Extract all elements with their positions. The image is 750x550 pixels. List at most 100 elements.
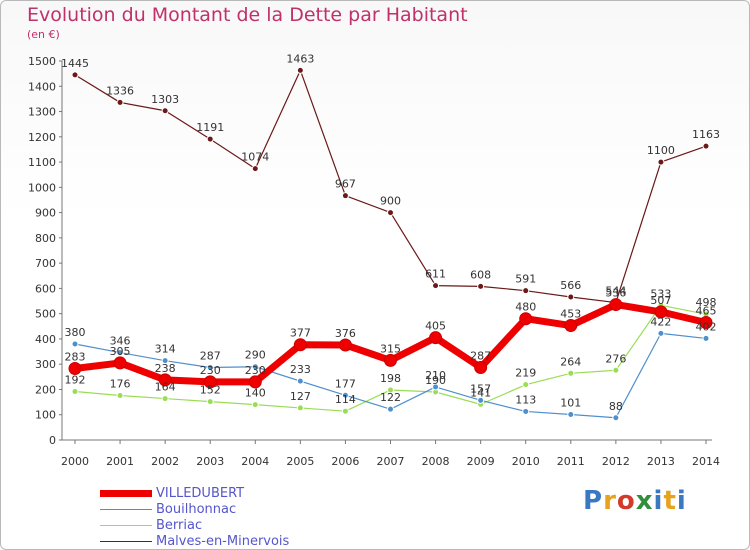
y-tick-label: 1300 — [28, 106, 56, 119]
point-malves-en-minervois — [71, 71, 79, 79]
point-bouilhonnac — [657, 329, 665, 337]
data-label-bouilhonnac: 287 — [200, 349, 221, 362]
point-villedubert — [474, 360, 488, 374]
y-tick-label: 300 — [35, 358, 56, 371]
data-label-berriac: 141 — [470, 386, 491, 399]
point-villedubert — [384, 353, 397, 367]
x-tick-label: 2009 — [467, 455, 495, 468]
point-berriac — [612, 366, 620, 374]
legend-label-bouilhonnac: Bouilhonnac — [156, 502, 237, 517]
data-label-bouilhonnac: 346 — [110, 335, 131, 348]
point-malves-en-minervois — [116, 98, 124, 106]
point-berriac — [116, 392, 124, 400]
data-label-villedubert: 405 — [425, 320, 446, 333]
y-tick-label: 800 — [35, 232, 56, 245]
data-label-malves-en-minervois: 967 — [335, 178, 356, 191]
point-malves-en-minervois — [296, 66, 304, 74]
data-label-villedubert: 377 — [290, 327, 311, 340]
legend-swatch-berriac — [100, 525, 152, 526]
data-label-berriac: 219 — [515, 367, 536, 380]
point-bouilhonnac — [387, 405, 394, 413]
point-bouilhonnac — [161, 357, 169, 365]
data-label-malves-en-minervois: 611 — [425, 268, 446, 281]
x-tick-label: 2012 — [602, 455, 630, 468]
data-label-villedubert: 376 — [335, 327, 356, 340]
data-label-villedubert: 453 — [560, 308, 581, 321]
y-tick-label: 1200 — [28, 131, 56, 144]
legend: VILLEDUBERT Bouilhonnac Berriac Malves-e… — [100, 486, 360, 550]
data-label-villedubert: 315 — [380, 342, 401, 355]
legend-item-berriac: Berriac — [100, 518, 360, 534]
data-label-bouilhonnac: 380 — [65, 326, 86, 339]
unit-label: (en €) — [27, 28, 60, 41]
point-villedubert — [158, 373, 172, 387]
chart-title: Evolution du Montant de la Dette par Hab… — [27, 4, 468, 26]
data-label-bouilhonnac: 88 — [609, 400, 623, 413]
x-tick-label: 2006 — [331, 455, 359, 468]
legend-label-berriac: Berriac — [156, 518, 203, 533]
data-label-villedubert: 305 — [110, 345, 131, 358]
legend-item-villedubert: VILLEDUBERT — [100, 486, 360, 502]
data-label-berriac: 264 — [560, 355, 581, 368]
data-label-berriac: 127 — [290, 390, 311, 403]
data-label-villedubert: 287 — [470, 349, 491, 362]
point-bouilhonnac — [477, 396, 485, 404]
y-tick-label: 1100 — [28, 156, 56, 169]
point-villedubert — [699, 316, 713, 330]
data-label-malves-en-minervois: 1100 — [647, 144, 675, 157]
point-berriac — [161, 395, 169, 403]
data-label-malves-en-minervois: 1074 — [241, 151, 269, 164]
point-malves-en-minervois — [161, 107, 169, 115]
point-villedubert — [654, 305, 668, 319]
point-bouilhonnac — [702, 334, 710, 342]
legend-item-bouilhonnac: Bouilhonnac — [100, 502, 360, 518]
x-tick-label: 2002 — [151, 455, 179, 468]
x-tick-label: 2005 — [286, 455, 314, 468]
data-label-berriac: 152 — [200, 384, 221, 397]
point-villedubert — [519, 312, 533, 326]
data-label-bouilhonnac: 422 — [650, 315, 671, 328]
y-tick-label: 200 — [35, 383, 56, 396]
data-label-villedubert: 283 — [65, 350, 86, 363]
point-berriac — [341, 407, 349, 415]
data-label-bouilhonnac: 233 — [290, 363, 311, 376]
y-tick-label: 100 — [35, 409, 56, 422]
point-malves-en-minervois — [657, 158, 665, 166]
point-berriac — [567, 369, 575, 377]
data-label-malves-en-minervois: 1303 — [151, 93, 179, 106]
legend-swatch-villedubert — [100, 490, 152, 497]
point-malves-en-minervois — [251, 165, 259, 173]
data-label-villedubert: 238 — [155, 362, 176, 375]
point-malves-en-minervois — [477, 282, 485, 290]
point-villedubert — [338, 338, 352, 352]
x-tick-label: 2011 — [557, 455, 585, 468]
data-label-malves-en-minervois: 1463 — [286, 52, 314, 65]
point-villedubert — [68, 361, 82, 375]
legend-label-villedubert: VILLEDUBERT — [156, 486, 245, 501]
data-label-berriac: 192 — [65, 373, 86, 386]
point-bouilhonnac — [612, 414, 620, 422]
data-label-malves-en-minervois: 1191 — [196, 121, 224, 134]
data-labels: 1445 1336 1303 1191 1074 1463 967 900 611 608 591 5… — [61, 52, 720, 412]
point-berriac — [206, 398, 214, 406]
x-tick-label: 2014 — [692, 455, 720, 468]
point-berriac — [522, 381, 530, 389]
x-tick-label: 2008 — [422, 455, 450, 468]
data-label-berriac: 114 — [335, 393, 356, 406]
legend-swatch-bouilhonnac — [100, 509, 152, 510]
data-label-bouilhonnac: 177 — [335, 377, 356, 390]
point-villedubert — [203, 375, 217, 389]
data-label-bouilhonnac: 290 — [245, 349, 266, 362]
proxiti-logo: Proxiti — [583, 486, 687, 516]
y-tick-label: 1000 — [28, 181, 56, 194]
x-tick-label: 2000 — [61, 455, 89, 468]
data-label-bouilhonnac: 113 — [515, 393, 536, 406]
point-villedubert — [113, 356, 127, 370]
x-tick-label: 2004 — [241, 455, 269, 468]
data-label-berriac: 164 — [155, 381, 176, 394]
point-berriac — [296, 404, 304, 412]
data-label-bouilhonnac: 402 — [696, 320, 717, 333]
point-bouilhonnac — [251, 363, 259, 371]
x-tick-label: 2013 — [647, 455, 675, 468]
